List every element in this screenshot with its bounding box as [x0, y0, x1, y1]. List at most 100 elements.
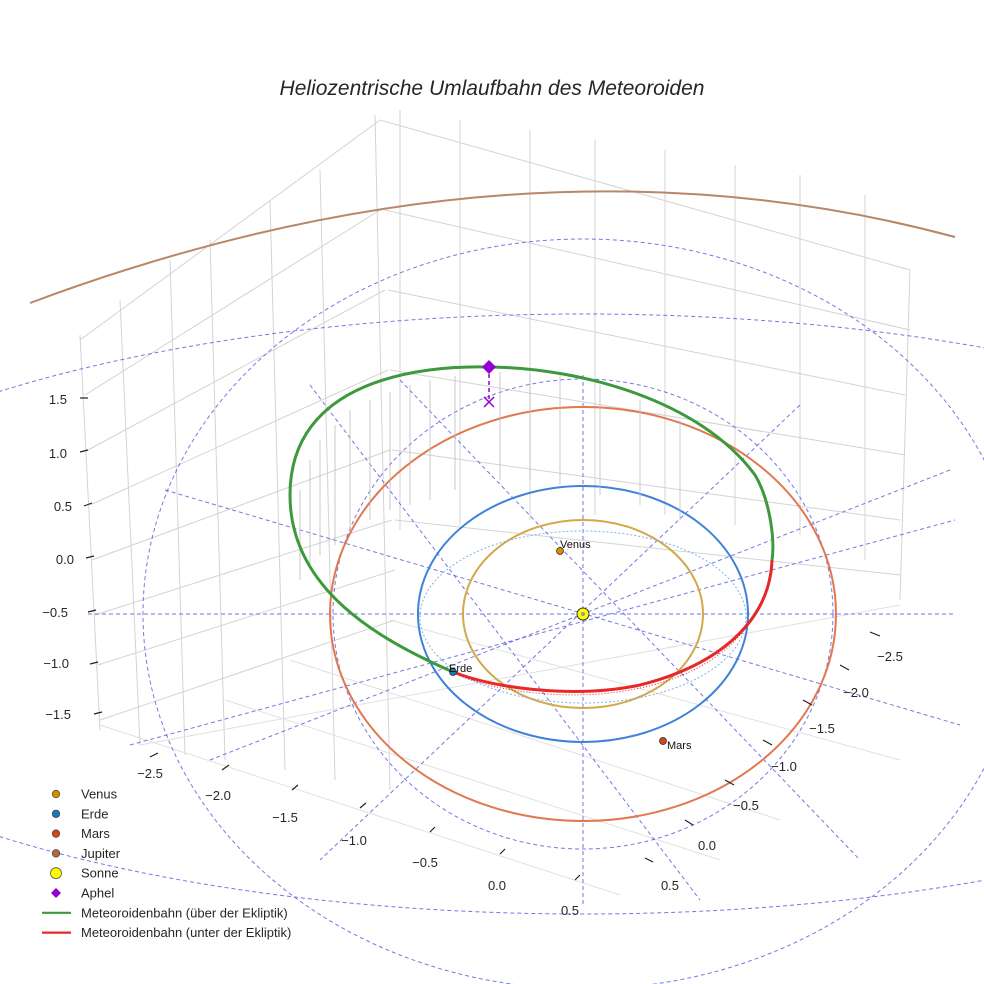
grid-line [94, 519, 393, 616]
x-tick-label: −2.0 [205, 788, 231, 803]
legend: Venus Erde Mars Jupiter Sonne Aphel Meteoroide… [42, 787, 291, 940]
y-tick-mark [802, 699, 813, 706]
x-tick-mark [359, 802, 367, 809]
grid-line [84, 209, 381, 396]
grid-line [89, 369, 389, 506]
chart-title: Heliozentrische Umlaufbahn des Meteoroid… [280, 77, 705, 100]
y-tick-label: −2.0 [843, 685, 869, 700]
z-tick-mark [85, 555, 95, 559]
x-tick-label: −0.5 [412, 855, 438, 870]
ecliptic-ring [142, 238, 984, 984]
legend-item: Mars [51, 826, 110, 841]
ecliptic-grid [0, 238, 984, 984]
grid-line [79, 119, 381, 341]
ecliptic-spoke [309, 384, 701, 901]
legend-label: Jupiter [81, 846, 121, 861]
legend-label: Meteoroidenbahn (unter der Ekliptik) [81, 925, 291, 940]
grid-line [87, 289, 386, 451]
grid-line [99, 724, 621, 896]
z-tick-mark [79, 449, 89, 453]
axis-ticks: 1.5 1.0 0.5 0.0 −0.5 −1.0 −1.5 −2.5 −2.0 −1.5 −1.0… [42, 392, 903, 918]
y-tick-label: 0.0 [698, 838, 716, 853]
planet-mars [659, 737, 667, 745]
z-tick-mark [89, 661, 99, 665]
aphel-projection-marker [483, 396, 495, 408]
y-tick-label: −2.5 [877, 649, 903, 664]
legend-label: Erde [81, 806, 108, 821]
x-tick-mark [149, 752, 159, 758]
y-tick-mark [724, 779, 735, 786]
planet-label-mars: Mars [667, 740, 692, 752]
orbit-erde [417, 485, 749, 743]
ecliptic-spoke [129, 519, 956, 746]
y-tick-label: −1.5 [809, 721, 835, 736]
y-tick-mark [839, 664, 850, 671]
x-tick-mark [221, 764, 230, 771]
x-tick-label: −1.0 [341, 833, 367, 848]
legend-label: Aphel [81, 886, 114, 901]
legend-item: Meteoroidenbahn (über der Ekliptik) [42, 905, 288, 920]
meteoroid-path [288, 365, 775, 696]
orbit-erde-inner [419, 530, 747, 704]
legend-dot-icon [51, 809, 61, 818]
legend-dot-icon [51, 829, 61, 838]
meteoroid-path-below-shadow [459, 561, 773, 696]
y-tick-label: 0.5 [661, 878, 679, 893]
legend-item: Meteoroidenbahn (unter der Ekliptik) [42, 925, 291, 940]
x-tick-mark [499, 848, 506, 855]
y-tick-mark [762, 739, 773, 746]
grid-line [387, 289, 906, 396]
legend-dot-icon [51, 789, 61, 799]
x-tick-label: −2.5 [137, 766, 163, 781]
planet-label-venus: Venus [560, 539, 591, 551]
planet-label-erde: Erde [449, 663, 472, 675]
legend-label: Mars [81, 826, 110, 841]
legend-item: Aphel [51, 886, 114, 901]
ecliptic-spoke [319, 404, 801, 861]
y-tick-label: −1.0 [771, 759, 797, 774]
grid-line [389, 619, 901, 761]
y-tick-mark [644, 857, 654, 863]
ecliptic-ring [0, 313, 984, 915]
grid-line [99, 619, 396, 721]
z-tick-label: −0.5 [42, 605, 68, 620]
planet-venus [556, 547, 564, 555]
z-tick-label: −1.0 [43, 656, 69, 671]
ecliptic-spoke [164, 489, 961, 726]
axes-grid [79, 110, 911, 896]
z-tick-mark [93, 711, 103, 715]
legend-diamond-icon [51, 888, 61, 898]
grid-line [169, 259, 186, 756]
y-tick-mark [684, 819, 694, 826]
z-tick-label: 0.5 [54, 499, 72, 514]
grid-line [91, 449, 391, 561]
x-tick-label: 0.5 [561, 903, 579, 918]
grid-line [269, 199, 286, 771]
x-tick-mark [429, 826, 436, 833]
z-tick-label: 1.5 [49, 392, 67, 407]
grid-line [119, 299, 141, 746]
sun-core [581, 612, 585, 616]
grid-line [384, 209, 911, 331]
planet-erde [449, 668, 457, 676]
y-tick-label: −0.5 [733, 798, 759, 813]
grid-line [899, 269, 911, 601]
legend-dot-icon [51, 849, 61, 858]
z-tick-label: −1.5 [45, 707, 71, 722]
planet-orbits [29, 190, 956, 822]
legend-item: Jupiter [51, 846, 121, 861]
grid-line [379, 119, 911, 271]
grid-line [391, 449, 901, 521]
meteoroid-path-above [288, 365, 775, 674]
grid-line [389, 369, 906, 456]
z-tick-label: 1.0 [49, 446, 67, 461]
legend-item: Sonne [50, 866, 119, 881]
legend-label: Sonne [81, 866, 119, 881]
z-tick-mark [87, 609, 97, 613]
legend-item: Erde [51, 806, 108, 821]
grid-line [224, 699, 721, 861]
x-tick-mark [291, 784, 299, 791]
legend-item: Venus [51, 787, 118, 802]
grid-line [79, 334, 101, 731]
